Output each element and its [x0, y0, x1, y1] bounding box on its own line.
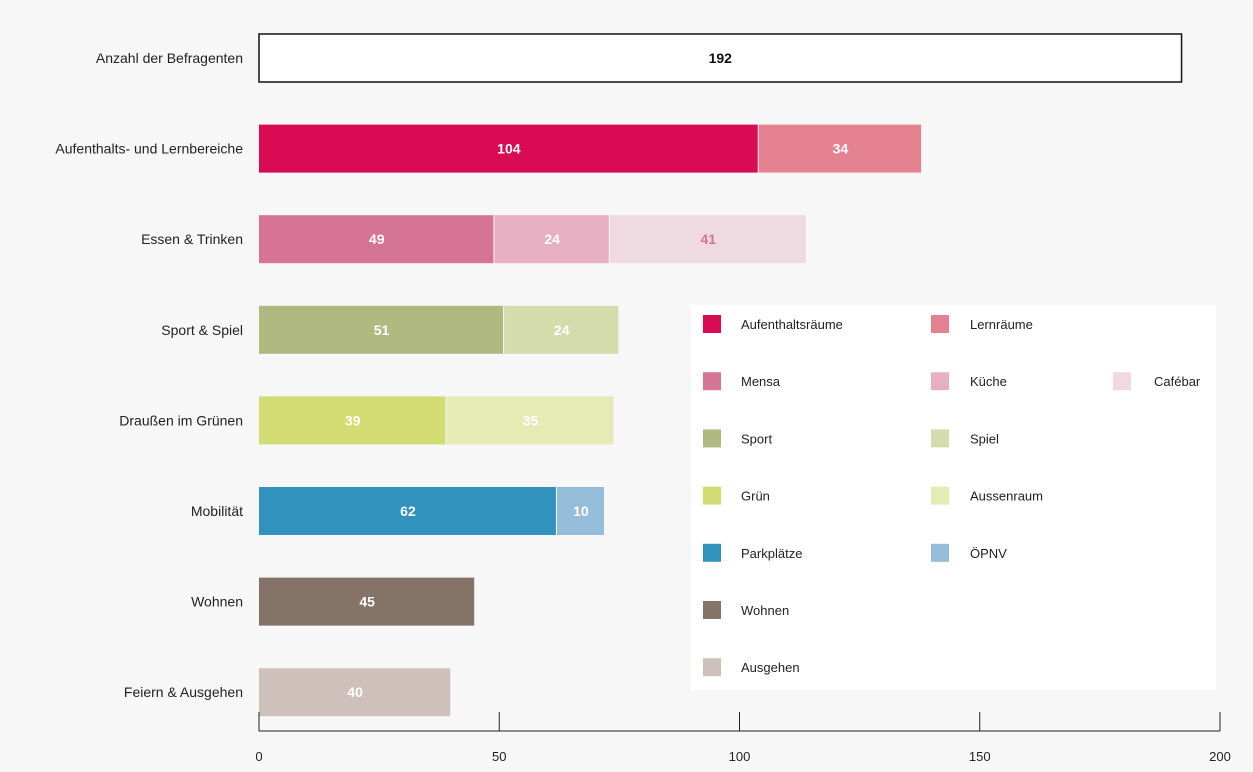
data-label-essen-trinken-mensa: 49: [369, 231, 385, 247]
bar-draussen-im-grunen-grun: [259, 396, 446, 445]
legend-swatch-wohnen: [703, 601, 721, 619]
category-label-feiern-ausgehen: Feiern & Ausgehen: [124, 684, 243, 700]
bar-essen-trinken-kuche: [494, 215, 609, 264]
legend-label-lernraume: Lernräume: [970, 317, 1033, 332]
x-tick-label-100: 100: [729, 749, 751, 764]
data-label-sport-spiel-sport: 51: [374, 322, 390, 338]
category-label-mobilitat: Mobilität: [191, 503, 243, 519]
legend-swatch-cafebar: [1113, 372, 1131, 391]
bar-sport-spiel-spiel: [504, 305, 619, 354]
x-tick-label-0: 0: [255, 749, 262, 764]
category-label-sport-spiel: Sport & Spiel: [161, 322, 243, 338]
legend-swatch-grun: [703, 486, 721, 505]
bar-anzahl-der-befragenten: [258, 33, 1183, 83]
legend-swatch-ausgehen: [703, 658, 721, 677]
legend-swatch-kuche: [931, 372, 949, 391]
category-label-essen-trinken: Essen & Trinken: [141, 231, 243, 247]
legend-swatch-aufenthaltsraume: [703, 315, 721, 333]
bar-wohnen-wohnen: [259, 577, 475, 626]
legend-swatch-aussenraum: [931, 486, 949, 505]
data-label-aufenthalts-und-lernbereiche-lernraume: 34: [833, 141, 849, 157]
data-label-mobilitat-parkplatze: 62: [400, 503, 416, 519]
bars: 192 104 34 49 24 41 51 24 39 35 62 10 45 40: [258, 33, 1183, 717]
data-label-mobilitat-opnv: 10: [573, 503, 589, 519]
data-label-essen-trinken-cafebar: 41: [700, 231, 716, 247]
x-tick-label-50: 50: [492, 749, 506, 764]
data-label-draussen-im-grunen-grun: 39: [345, 412, 361, 428]
bar-draussen-im-grunen-aussenraum: [446, 396, 614, 445]
legend-swatch-sport: [703, 429, 721, 448]
x-axis: 0 50 100 150 200: [255, 712, 1231, 764]
legend-swatch-lernraume: [931, 315, 949, 333]
data-label-essen-trinken-kuche: 24: [544, 231, 560, 247]
data-label-wohnen-wohnen: 45: [359, 594, 375, 610]
bar-mobilitat-opnv: [556, 487, 604, 535]
bar-essen-trinken-mensa: [259, 215, 494, 264]
category-label-aufenthalts-und-lernbereiche: Aufenthalts- und Lernbereiche: [55, 141, 243, 157]
legend-swatch-mensa: [703, 372, 721, 391]
category-label-wohnen: Wohnen: [191, 594, 243, 610]
bar-aufenthalts-und-lernbereiche-lernraume: [758, 124, 922, 173]
legend-label-sport: Sport: [741, 431, 772, 446]
x-tick-label-200: 200: [1209, 749, 1231, 764]
legend-label-opnv: ÖPNV: [970, 546, 1007, 561]
data-label-anzahl-der-befragenten: 192: [709, 50, 733, 66]
data-label-draussen-im-grunen-aussenraum: 35: [523, 412, 539, 428]
category-label-anzahl-der-befragenten: Anzahl der Befragenten: [96, 50, 243, 66]
legend-label-spiel: Spiel: [970, 431, 999, 446]
data-label-feiern-ausgehen-ausgehen: 40: [347, 684, 363, 700]
bar-essen-trinken-cafebar: [609, 215, 806, 264]
legend-label-aufenthaltsraume: Aufenthaltsräume: [741, 317, 843, 332]
legend-box: [691, 305, 1216, 690]
legend: Aufenthaltsräume Lernräume Mensa Küche Caféb…: [691, 305, 1216, 690]
legend-label-kuche: Küche: [970, 374, 1007, 389]
legend-label-ausgehen: Ausgehen: [741, 660, 800, 675]
bar-aufenthalts-und-lernbereiche-aufenthaltsraume: [259, 124, 758, 173]
legend-label-wohnen: Wohnen: [741, 603, 789, 618]
x-tick-label-150: 150: [969, 749, 991, 764]
data-label-aufenthalts-und-lernbereiche-aufenthaltsraume: 104: [497, 141, 521, 157]
legend-swatch-opnv: [931, 543, 949, 562]
category-labels: Anzahl der Befragenten Aufenthalts- und L…: [55, 50, 243, 700]
legend-label-parkplatze: Parkplätze: [741, 546, 802, 561]
bar-feiern-ausgehen-ausgehen: [259, 668, 451, 717]
bar-sport-spiel-sport: [259, 305, 504, 354]
bar-mobilitat-parkplatze: [259, 487, 556, 535]
legend-label-aussenraum: Aussenraum: [970, 489, 1043, 504]
legend-swatch-parkplatze: [703, 543, 721, 562]
data-label-sport-spiel-spiel: 24: [554, 322, 570, 338]
legend-label-grun: Grün: [741, 489, 770, 504]
legend-label-mensa: Mensa: [741, 374, 781, 389]
legend-swatch-spiel: [931, 429, 949, 448]
category-label-draussen-im-grunen: Draußen im Grünen: [119, 412, 243, 428]
legend-label-cafebar: Cafébar: [1154, 374, 1201, 389]
